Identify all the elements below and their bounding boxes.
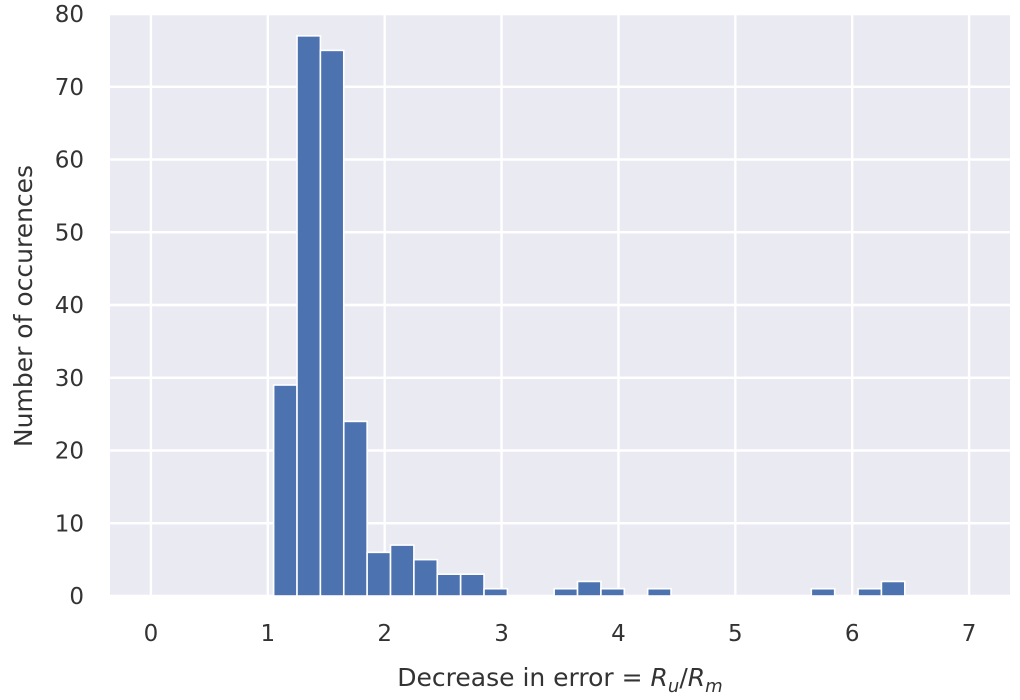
- x-tick-label: 3: [494, 621, 509, 647]
- histogram-bar: [319, 49, 345, 597]
- x-tick-label: 4: [611, 621, 626, 647]
- x-axis-label: Decrease in error = Ru/Rm: [397, 663, 722, 697]
- y-tick-label: 80: [55, 2, 84, 28]
- histogram-bar: [810, 587, 836, 597]
- histogram-bar: [413, 558, 439, 597]
- histogram-bar: [272, 384, 298, 597]
- histogram-bar: [857, 587, 883, 597]
- y-axis-label: Number of occurences: [9, 165, 38, 447]
- x-tick-label: 1: [260, 621, 275, 647]
- histogram-bar: [880, 580, 906, 597]
- y-tick-label: 50: [55, 220, 84, 246]
- histogram-bar: [553, 587, 579, 597]
- x-tick-label: 5: [728, 621, 743, 647]
- y-tick-labels: 0 10 20 30 40 50 60 70 80: [55, 2, 84, 610]
- y-tick-label: 30: [55, 366, 84, 392]
- x-tick-labels: 0 1 2 3 4 5 6 7: [144, 621, 977, 647]
- y-tick-label: 70: [55, 75, 84, 101]
- histogram-bar: [436, 573, 462, 597]
- histogram-bar: [389, 544, 415, 597]
- bars: [272, 35, 906, 597]
- histogram-bar: [459, 573, 485, 597]
- y-tick-label: 0: [69, 584, 84, 610]
- y-tick-label: 40: [55, 293, 84, 319]
- x-tick-label: 6: [845, 621, 860, 647]
- histogram-bar: [366, 551, 392, 597]
- y-tick-label: 10: [55, 511, 84, 537]
- x-tick-label: 7: [962, 621, 977, 647]
- y-tick-label: 60: [55, 148, 84, 174]
- histogram-bar: [576, 580, 602, 597]
- grid-lines: [110, 12, 1010, 598]
- histogram-bar: [600, 587, 626, 597]
- histogram-bar: [646, 587, 672, 597]
- x-tick-label: 2: [377, 621, 392, 647]
- y-tick-label: 20: [55, 439, 84, 465]
- histogram-bar: [296, 35, 322, 597]
- histogram-bar: [342, 420, 368, 597]
- x-tick-label: 0: [144, 621, 159, 647]
- histogram-bar: [483, 587, 509, 597]
